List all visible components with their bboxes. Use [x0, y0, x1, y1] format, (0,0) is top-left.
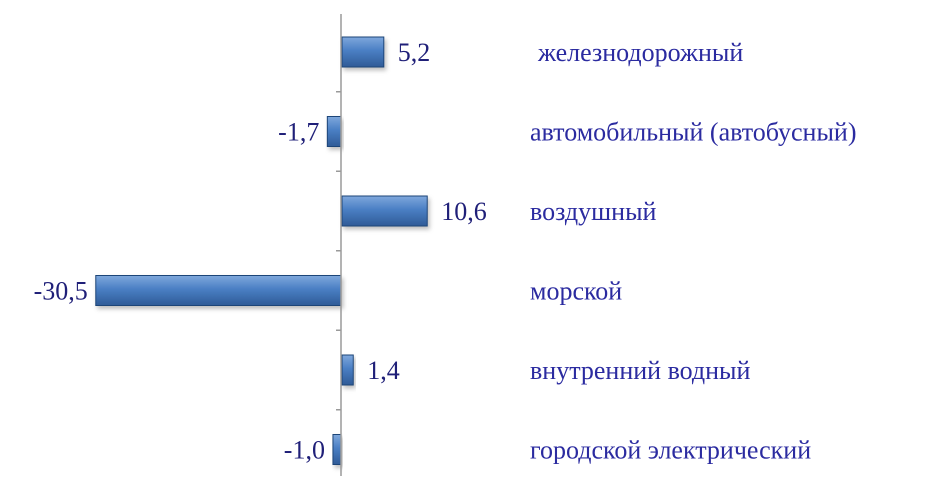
bar [95, 275, 342, 306]
value-label: -1,7 [278, 118, 319, 147]
bar [326, 116, 342, 147]
bar [341, 195, 428, 227]
value-label: 5,2 [398, 38, 431, 67]
category-label: городской электрический [530, 436, 811, 465]
category-label: воздушный [530, 197, 657, 226]
category-label: внутренний водный [530, 356, 751, 385]
axis-layer [336, 14, 342, 476]
category-label: автомобильный (автобусный) [530, 118, 857, 147]
bar [341, 36, 385, 68]
value-label: -1,0 [284, 436, 325, 465]
value-label: 10,6 [441, 197, 487, 226]
bar [341, 354, 354, 386]
labels-layer: 5,2 железнодорожный -1,7 автомобильный (авт… [34, 38, 857, 465]
category-label: железнодорожный [537, 38, 743, 67]
value-label: -30,5 [34, 277, 88, 306]
bar [332, 434, 342, 465]
bars-layer [95, 36, 428, 465]
value-label: 1,4 [367, 356, 400, 385]
category-label: морской [530, 277, 622, 306]
